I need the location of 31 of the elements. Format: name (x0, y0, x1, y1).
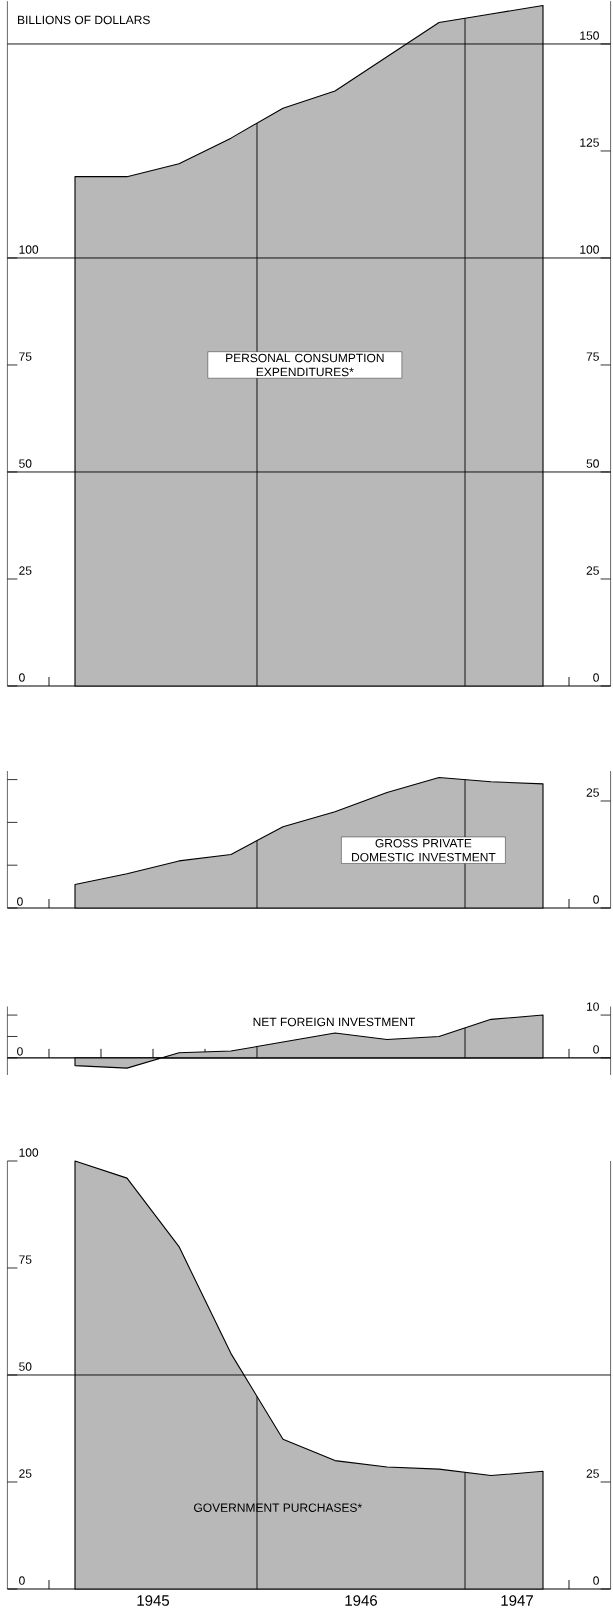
y-tick-label: 100 (19, 1148, 39, 1157)
y-tick-label: 100 (19, 245, 39, 254)
y2-tick-label: 75 (586, 352, 599, 361)
y2-tick-label: 0 (593, 1045, 599, 1054)
y2-tick-label: 25 (586, 788, 599, 797)
y-axis-title: BILLIONS OF DOLLARS (18, 15, 150, 25)
series-label: PERSONAL CONSUMPTION EXPENDITURES* (226, 353, 384, 377)
x-tick-label: 1946 (345, 1595, 378, 1606)
y2-tick-label: 25 (586, 566, 599, 575)
y2-tick-label: 10 (586, 1002, 599, 1011)
y-tick-label: 75 (19, 352, 32, 361)
series-label: NET FOREIGN INVESTMENT (253, 1017, 416, 1027)
series-label: GROSS PRIVATE DOMESTIC INVESTMENT (352, 838, 496, 862)
y-tick-label: 25 (19, 566, 32, 575)
y-tick-label: 50 (19, 1362, 32, 1371)
y2-tick-label: 50 (586, 459, 599, 468)
y2-tick-label: 125 (580, 138, 599, 147)
y-tick-label: 75 (19, 1255, 32, 1264)
y-tick-label: 0 (19, 673, 25, 682)
y-tick-label: 25 (19, 1469, 32, 1478)
y-tick-label: 50 (19, 459, 32, 468)
x-tick-label: 1947 (501, 1595, 533, 1606)
y2-tick-label: 0 (593, 1576, 599, 1585)
y2-tick-label: 100 (580, 245, 599, 254)
y2-tick-label: 0 (593, 895, 599, 904)
series-label: GOVERNMENT PURCHASES* (194, 1503, 362, 1512)
x-tick-label: 1945 (137, 1595, 170, 1606)
y2-tick-label: 25 (586, 1469, 599, 1478)
y2-tick-label: 150 (580, 31, 599, 40)
y2-tick-label: 0 (593, 673, 599, 682)
y-tick-label: 0 (19, 1576, 25, 1585)
